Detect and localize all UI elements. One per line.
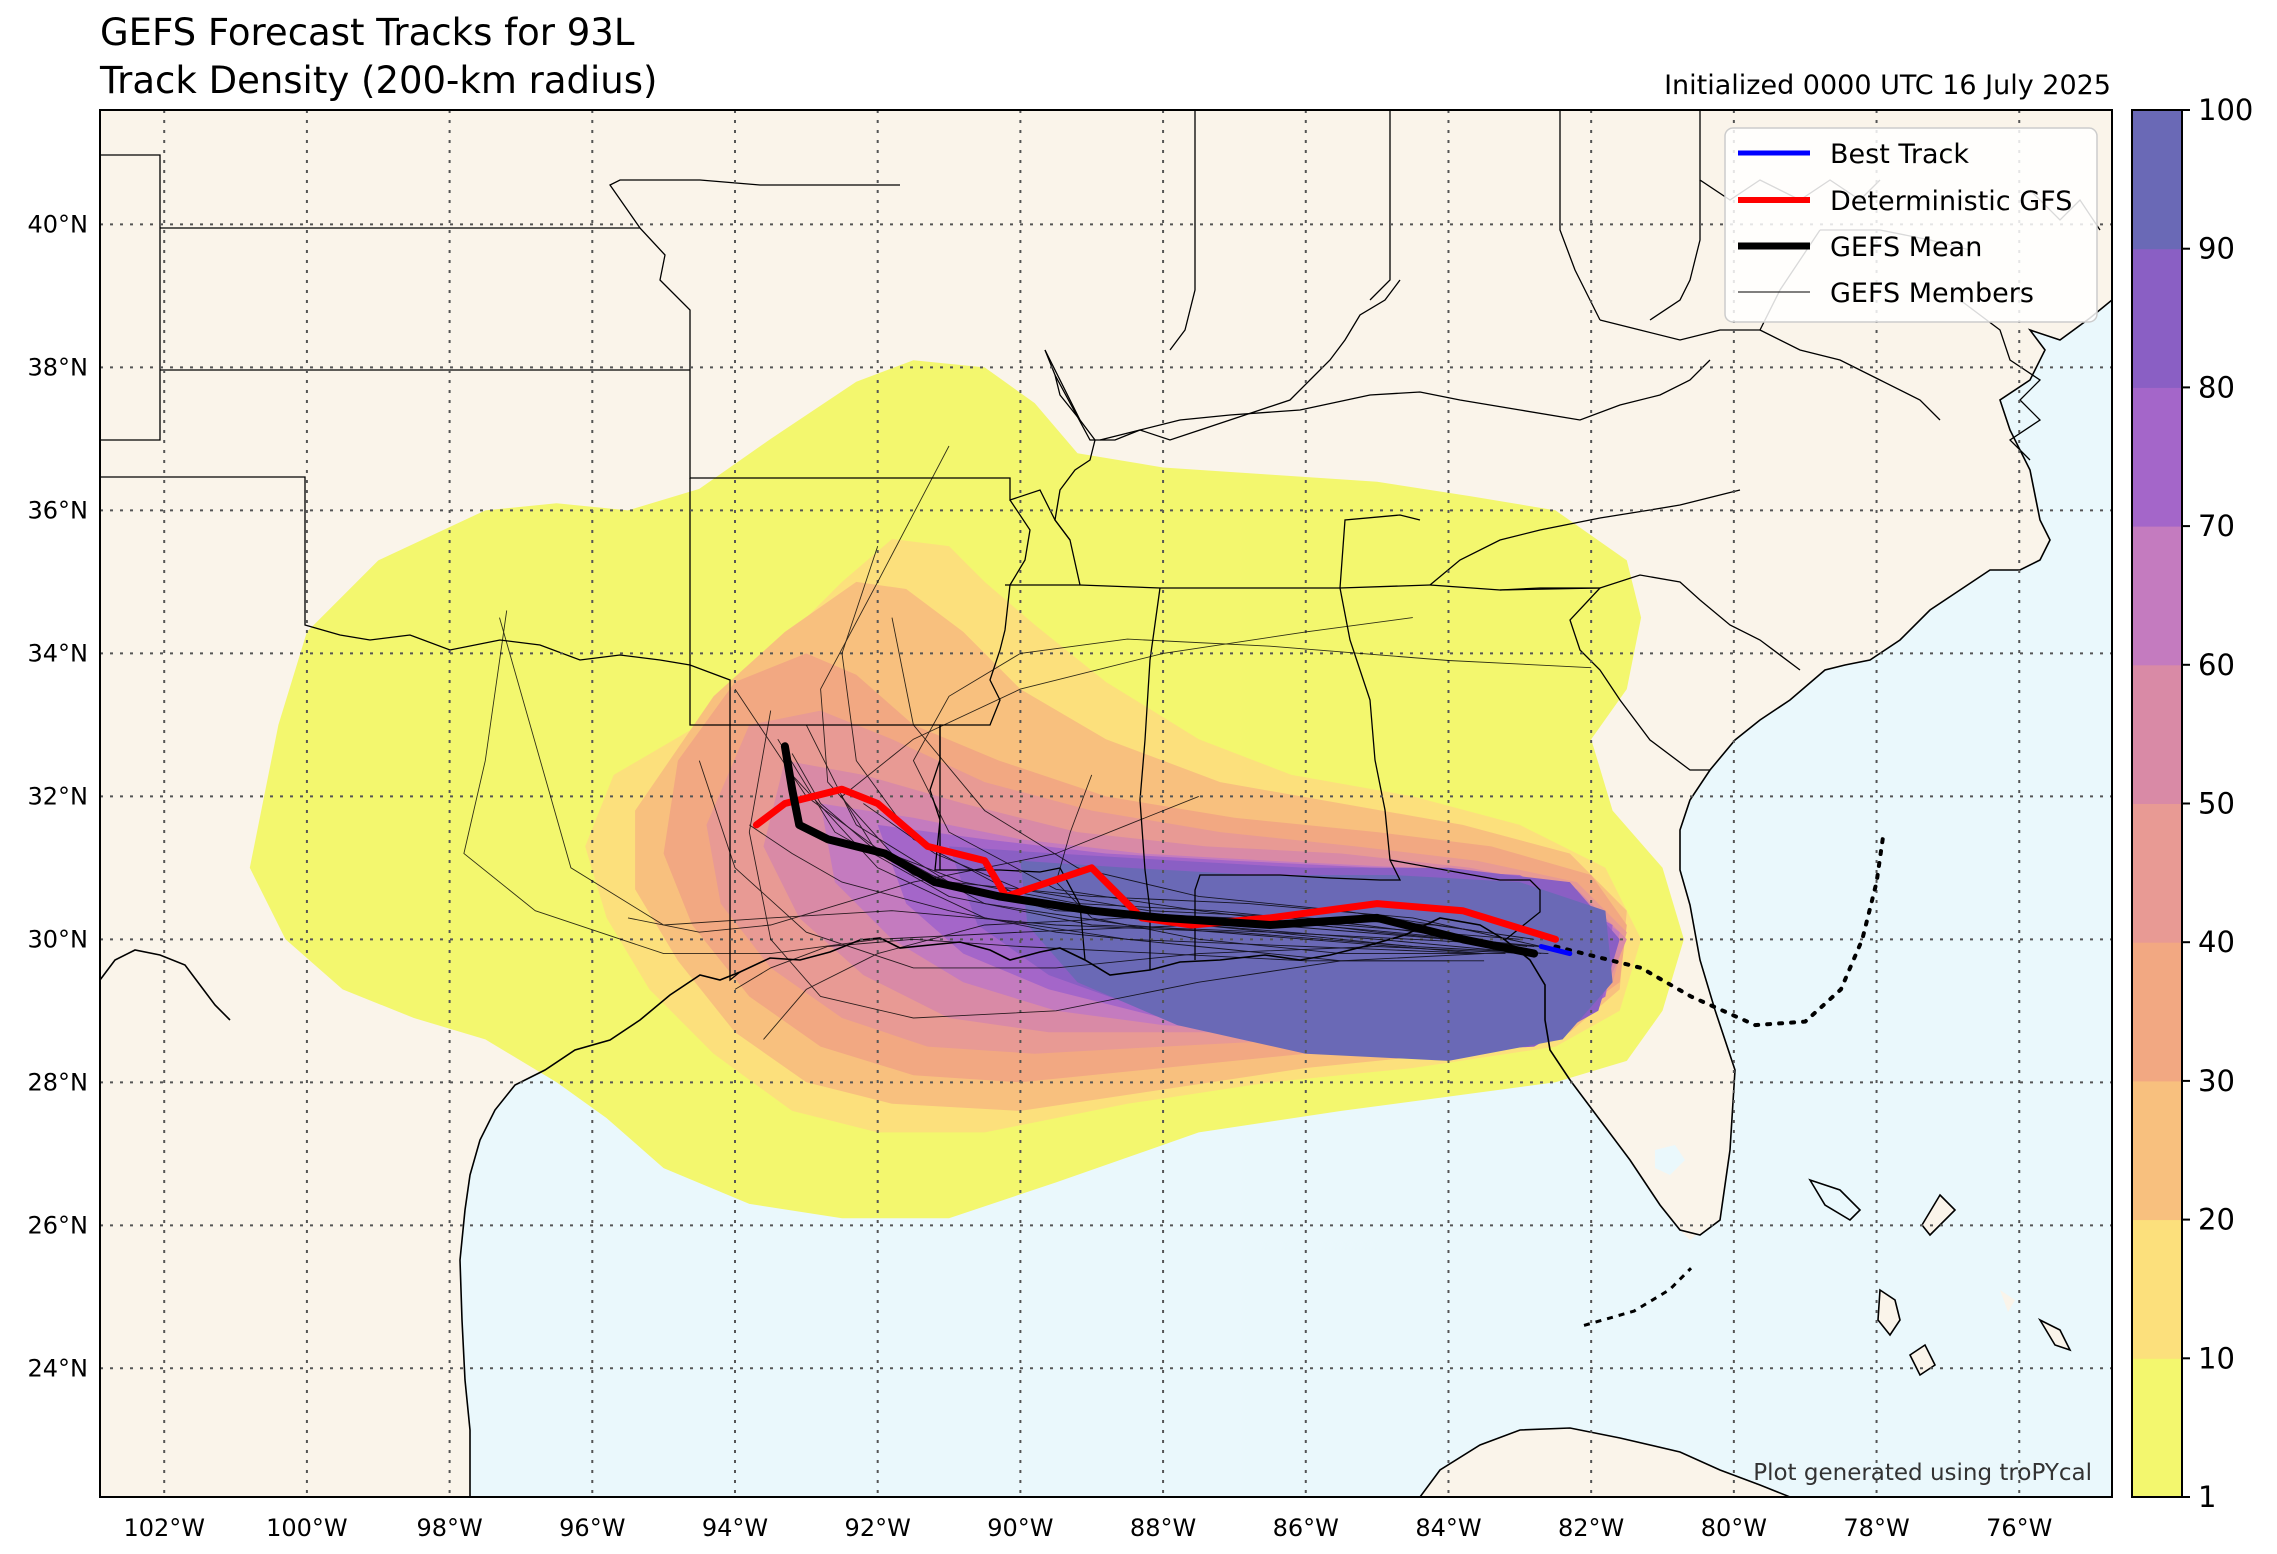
lat-tick-label: 36°N xyxy=(28,496,89,524)
state-borders xyxy=(100,110,2101,982)
lon-tick-label: 94°W xyxy=(702,1514,768,1542)
colorbar-tick-label: 80 xyxy=(2198,370,2235,404)
deterministic-gfs-track xyxy=(752,785,1559,943)
colorbar-segment xyxy=(2132,526,2182,666)
map-area: Best Track Deterministic GFS GEFS Mean G… xyxy=(100,110,2112,1497)
colorbar-tick-label: 40 xyxy=(2198,925,2235,959)
colorbar-tick-labels: 1 10 20 30 40 50 60 70 80 90 100 xyxy=(2182,93,2253,1514)
land-bahamas xyxy=(2000,1290,2015,1312)
legend-label-gefs-mean: GEFS Mean xyxy=(1830,232,1982,263)
lat-tick-label: 28°N xyxy=(28,1068,89,1096)
gefs-member-track xyxy=(734,938,1449,990)
legend-box xyxy=(1724,127,2098,323)
colorbar-segment xyxy=(2132,387,2182,527)
credit-label: Plot generated using troPYcal xyxy=(1753,1460,2092,1486)
lon-tick-label: 92°W xyxy=(845,1514,911,1542)
initialized-label: Initialized 0000 UTC 16 July 2025 xyxy=(1664,70,2111,101)
colorbar-tick-label: 10 xyxy=(2198,1341,2235,1375)
lat-tick-label: 40°N xyxy=(28,210,89,238)
gefs-member-track xyxy=(698,760,1528,969)
colorbar-tick-label: 100 xyxy=(2198,93,2253,127)
gefs-member-track xyxy=(791,774,1485,955)
gefs-member-track xyxy=(763,917,1542,1040)
colorbar-tick-label: 50 xyxy=(2198,787,2235,821)
land-cuba xyxy=(1420,1428,1790,1497)
land-florida-keys xyxy=(1680,1230,1700,1240)
colorbar-segment xyxy=(2132,942,2182,1082)
gefs-member-track xyxy=(1055,774,1506,955)
legend: Best Track Deterministic GFS GEFS Mean G… xyxy=(1724,127,2098,323)
legend-label-gefs-members: GEFS Members xyxy=(1830,278,2034,309)
gefs-member-track xyxy=(749,824,1485,962)
gridlines xyxy=(100,110,2112,1497)
lat-tick-label: 32°N xyxy=(28,782,89,810)
colorbar-segment xyxy=(2132,110,2182,250)
colorbar-tick-label: 60 xyxy=(2198,648,2235,682)
colorbar-segment xyxy=(2132,1219,2182,1359)
gefs-member-track xyxy=(748,710,1485,1019)
colorbar-segment xyxy=(2132,664,2182,804)
lon-tick-label: 76°W xyxy=(1986,1514,2052,1542)
lat-tick-label: 26°N xyxy=(28,1211,89,1239)
title-line-2: Track Density (200-km radius) xyxy=(100,59,658,102)
lon-tick-label: 98°W xyxy=(416,1514,482,1542)
best-track xyxy=(1538,944,1573,957)
lat-tick-label: 24°N xyxy=(28,1354,89,1382)
lake-okeechobee xyxy=(1655,1145,1685,1175)
colorbar-tick-label: 20 xyxy=(2198,1203,2235,1237)
forecast-track-dashed xyxy=(1583,1267,1693,1327)
title-line-1: GEFS Forecast Tracks for 93L xyxy=(100,11,635,54)
latitude-tick-labels: 24°N 26°N 28°N 30°N 32°N 34°N 36°N 38°N 40°N xyxy=(28,210,89,1382)
colorbar-tick-label: 90 xyxy=(2198,232,2235,266)
gefs-member-track xyxy=(863,803,1535,940)
colorbar-segment xyxy=(2132,1080,2182,1221)
land-bahamas xyxy=(2040,1320,2070,1350)
lon-tick-label: 84°W xyxy=(1415,1514,1481,1542)
colorbar-segment xyxy=(2132,803,2182,943)
lon-tick-label: 88°W xyxy=(1130,1514,1196,1542)
lon-tick-label: 100°W xyxy=(266,1514,348,1542)
legend-label-deterministic-gfs: Deterministic GFS xyxy=(1830,186,2072,217)
longitude-tick-labels: 102°W 100°W 98°W 96°W 94°W 92°W 90°W 88°W 86°W 84… xyxy=(123,1514,2052,1542)
gefs-member-track xyxy=(627,795,1199,933)
map-frame xyxy=(99,109,2113,1498)
lon-tick-label: 90°W xyxy=(987,1514,1053,1542)
lon-tick-label: 82°W xyxy=(1558,1514,1624,1542)
lat-tick-label: 34°N xyxy=(28,639,89,667)
lon-tick-label: 80°W xyxy=(1701,1514,1767,1542)
best-track-extension-dotted xyxy=(1553,830,1886,1028)
gefs-member-track xyxy=(841,617,1542,947)
gefs-mean-track xyxy=(780,742,1539,958)
lon-tick-label: 96°W xyxy=(559,1514,625,1542)
colorbar xyxy=(2131,109,2183,1498)
lon-tick-label: 86°W xyxy=(1273,1514,1339,1542)
colorbar-tick-label: 1 xyxy=(2198,1480,2216,1514)
colorbar-tick-label: 70 xyxy=(2198,509,2235,543)
gefs-member-track xyxy=(463,610,1535,955)
lat-tick-label: 30°N xyxy=(28,925,89,953)
legend-label-best-track: Best Track xyxy=(1830,139,1969,170)
gefs-member-track xyxy=(805,724,1542,947)
lon-tick-label: 78°W xyxy=(1843,1514,1909,1542)
colorbar-segment xyxy=(2132,1358,2182,1498)
lat-tick-label: 38°N xyxy=(28,353,89,381)
colorbar-tick-label: 30 xyxy=(2198,1064,2235,1098)
colorbar-segment xyxy=(2132,248,2182,388)
lon-tick-label: 102°W xyxy=(123,1514,205,1542)
